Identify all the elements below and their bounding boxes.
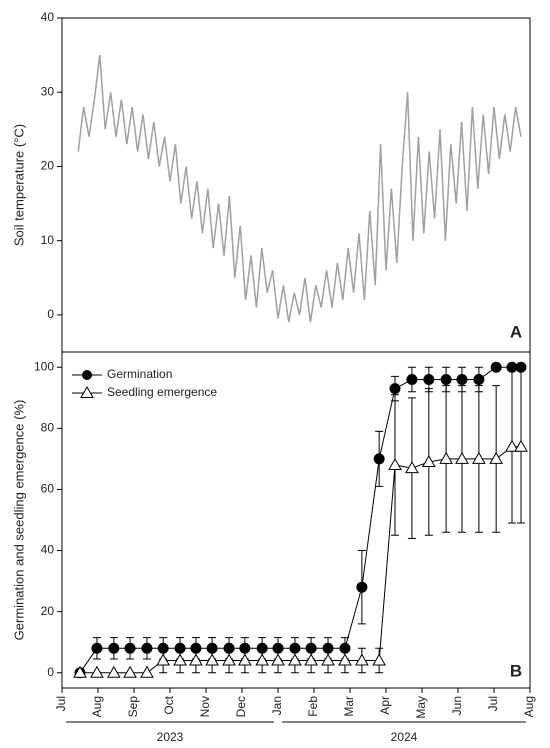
marker [73, 665, 87, 678]
marker [515, 361, 527, 373]
year-label: 2024 [391, 730, 418, 744]
marker [456, 373, 468, 385]
y-tick-label: 100 [34, 359, 54, 373]
series-line [79, 366, 521, 673]
marker [473, 373, 485, 385]
y-tick-label: 0 [47, 307, 54, 321]
marker [338, 653, 352, 666]
marker [108, 642, 120, 654]
marker [355, 653, 369, 666]
x-tick-label: Apr [378, 696, 392, 715]
marker [440, 373, 452, 385]
x-tick-label: Nov [198, 696, 212, 717]
plot-frame [61, 351, 531, 689]
marker [489, 451, 504, 464]
marker [206, 642, 218, 654]
marker [388, 458, 402, 471]
y-tick-label: 80 [41, 421, 55, 435]
marker [106, 665, 121, 678]
marker [514, 439, 528, 452]
series-line [80, 446, 521, 674]
marker [157, 642, 169, 654]
marker [304, 653, 318, 666]
marker [455, 451, 469, 464]
y-axis-label: Germination and seedling emergence (%) [11, 400, 26, 641]
marker [406, 373, 418, 385]
marker [222, 653, 236, 666]
marker [288, 653, 302, 666]
marker [255, 653, 270, 666]
marker [339, 642, 351, 654]
legend-label: Seedling emergence [107, 385, 217, 399]
marker [289, 642, 301, 654]
marker [140, 665, 154, 678]
marker [439, 451, 453, 464]
x-tick-label: Aug [522, 696, 536, 717]
y-tick-label: 60 [41, 482, 55, 496]
x-tick-label: Jan [270, 696, 284, 715]
legend-marker [80, 385, 94, 398]
x-tick-label: Sep [126, 696, 140, 718]
marker [90, 665, 104, 678]
marker [190, 642, 202, 654]
y-axis-label: Soil temperature (°C) [11, 124, 26, 246]
marker [205, 653, 219, 666]
marker [239, 642, 251, 654]
marker [505, 439, 519, 452]
marker [189, 653, 203, 666]
marker [472, 451, 486, 464]
y-tick-label: 30 [41, 84, 55, 98]
marker [321, 653, 335, 666]
y-tick-label: 20 [41, 159, 55, 173]
marker [423, 373, 435, 385]
x-tick-label: Mar [342, 696, 356, 717]
marker [141, 642, 153, 654]
marker [389, 383, 401, 395]
y-tick-label: 0 [47, 665, 54, 679]
marker [490, 361, 502, 373]
x-tick-label: Dec [234, 696, 248, 717]
marker [421, 454, 436, 467]
marker [372, 653, 387, 666]
y-tick-label: 10 [41, 233, 55, 247]
legend-marker [82, 370, 92, 380]
marker [124, 642, 136, 654]
marker [305, 642, 317, 654]
panel-label: A [510, 322, 522, 341]
x-tick-label: Oct [162, 695, 176, 714]
x-tick-label: Feb [306, 696, 320, 717]
legend-label: Germination [107, 367, 172, 381]
marker [271, 653, 285, 666]
marker [356, 581, 368, 593]
y-tick-label: 20 [41, 604, 55, 618]
y-tick-label: 40 [41, 543, 55, 557]
marker [256, 642, 268, 654]
marker [238, 653, 252, 666]
marker [91, 642, 103, 654]
y-tick-label: 40 [41, 10, 55, 24]
marker [405, 461, 419, 474]
x-tick-label: Jun [450, 696, 464, 715]
marker [322, 642, 334, 654]
x-tick-label: May [414, 696, 428, 719]
marker [123, 665, 137, 678]
marker [173, 653, 187, 666]
x-tick-label: Aug [90, 696, 104, 717]
year-label: 2023 [157, 730, 184, 744]
marker [272, 642, 284, 654]
x-tick-label: Jul [54, 696, 68, 711]
marker [223, 642, 235, 654]
marker [174, 642, 186, 654]
temperature-line [77, 55, 522, 323]
marker [373, 453, 385, 465]
marker [156, 653, 171, 666]
x-tick-label: Jul [486, 696, 500, 711]
panel-label: B [510, 661, 522, 680]
